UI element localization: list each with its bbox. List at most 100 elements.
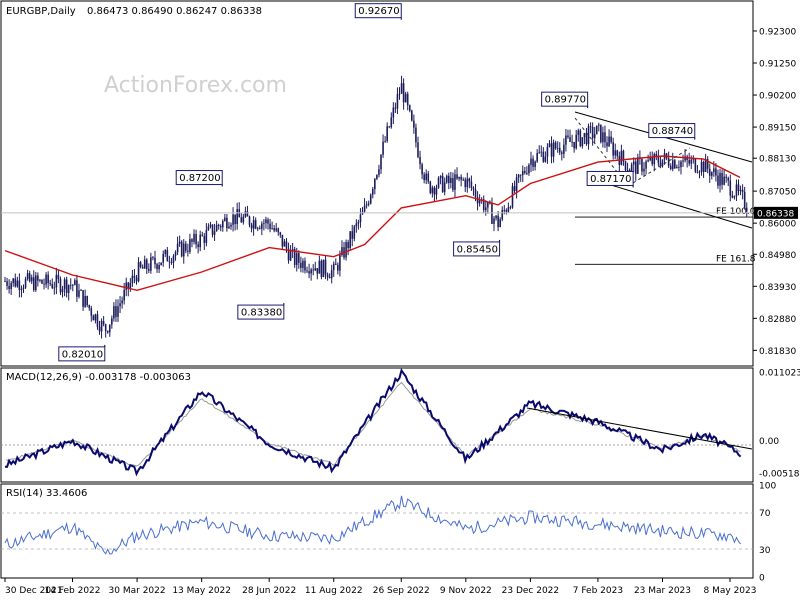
current-price-text: 0.86338	[757, 209, 794, 219]
candle-body	[425, 173, 428, 181]
candle-body	[421, 164, 423, 175]
candle-body	[398, 93, 401, 95]
candle-body	[96, 314, 99, 327]
candle-body	[226, 217, 228, 229]
candle-body	[388, 126, 391, 128]
candle-body	[279, 232, 282, 235]
macd-axis: 0.011023 0.00 -0.005182	[759, 368, 800, 479]
candle-body	[721, 173, 723, 185]
candle-body	[528, 164, 530, 174]
price-label-boxes: 0.92670 0.89770 0.88740 0.87200 0.87170 0.854…	[58, 3, 696, 362]
candle-body	[100, 320, 103, 332]
candle-body	[400, 83, 403, 94]
candle-body	[706, 158, 709, 169]
price-label-box	[175, 170, 223, 186]
candle-body	[715, 168, 717, 176]
candle-body	[413, 120, 415, 128]
date-tick-label: 9 Nov 2022	[440, 586, 492, 596]
candle-body	[334, 263, 337, 265]
candle-body	[503, 210, 506, 211]
candle-body	[203, 235, 206, 243]
candle-body	[649, 157, 651, 161]
price-tick-label: 0.90200	[759, 92, 796, 102]
candle-body	[199, 234, 201, 248]
price-label-box	[58, 346, 106, 362]
candle-body	[232, 214, 234, 225]
macd-tick-label: 0.011023	[759, 368, 800, 378]
price-axis: 0.92300 0.91250 0.90200 0.89150 0.88130 0.870…	[753, 27, 796, 357]
candle-body	[115, 306, 117, 317]
candle-body	[667, 158, 670, 166]
candle-body	[106, 330, 109, 333]
candle-body	[452, 178, 454, 190]
candle-body	[602, 132, 604, 143]
candle-body	[369, 194, 372, 204]
candle-body	[614, 150, 617, 156]
candle-body	[14, 278, 17, 287]
candle-body	[174, 252, 177, 256]
candle-body	[532, 158, 534, 167]
candle-body	[337, 264, 339, 271]
price-tick-label: 0.91250	[759, 60, 796, 70]
candle-body	[275, 228, 278, 231]
rsi-tick-label: 30	[759, 546, 771, 556]
candle-body	[258, 227, 261, 229]
candle-body	[148, 268, 150, 271]
candle-body	[224, 217, 226, 221]
candle-body	[386, 126, 388, 141]
candle-body	[737, 184, 740, 191]
candlestick-series	[4, 75, 748, 339]
candle-body	[180, 241, 183, 257]
candle-body	[248, 216, 251, 225]
candle-body	[620, 150, 623, 165]
candle-body	[591, 126, 594, 139]
candle-body	[647, 160, 649, 162]
candle-body	[108, 324, 111, 333]
candle-body	[606, 142, 608, 147]
candle-body	[234, 214, 236, 225]
candle-body	[499, 219, 501, 228]
candle-body	[411, 110, 413, 121]
candle-body	[119, 303, 121, 307]
candle-body	[39, 279, 41, 281]
candle-body	[51, 284, 54, 289]
price-tick-label: 0.87050	[759, 188, 796, 198]
candle-body	[125, 282, 128, 290]
price-tick-label: 0.82880	[759, 315, 796, 325]
candle-body	[310, 269, 312, 274]
candle-body	[328, 277, 331, 279]
candle-body	[330, 270, 333, 279]
candle-body	[131, 275, 134, 284]
candle-body	[515, 177, 518, 191]
candle-body	[653, 153, 656, 165]
candle-body	[443, 182, 446, 193]
candle-body	[628, 169, 631, 172]
candle-body	[170, 262, 173, 263]
candle-body	[193, 233, 195, 242]
price-tick-label: 0.83930	[759, 283, 796, 293]
candle-body	[324, 259, 327, 275]
candle-body	[293, 249, 296, 265]
candle-body	[30, 277, 33, 282]
candle-body	[86, 295, 88, 306]
candle-body	[577, 130, 580, 135]
candle-body	[433, 187, 436, 195]
candle-body	[688, 160, 691, 164]
candle-body	[185, 243, 187, 251]
candle-body	[35, 275, 37, 291]
candle-body	[404, 93, 407, 103]
candle-body	[304, 260, 306, 271]
candle-body	[240, 217, 243, 223]
candle-body	[265, 219, 267, 224]
price-tick-label: 0.81830	[759, 347, 796, 357]
candle-body	[92, 315, 95, 321]
candle-body	[711, 172, 713, 176]
candle-body	[285, 241, 288, 249]
candle-body	[22, 287, 25, 289]
candle-body	[445, 175, 448, 183]
fib-levels: FE 100.0 FE 161.8	[575, 207, 756, 265]
date-tick-label: 28 Jun 2022	[242, 586, 296, 596]
candle-body	[423, 174, 425, 181]
candle-body	[692, 158, 695, 160]
candle-body	[727, 177, 730, 181]
